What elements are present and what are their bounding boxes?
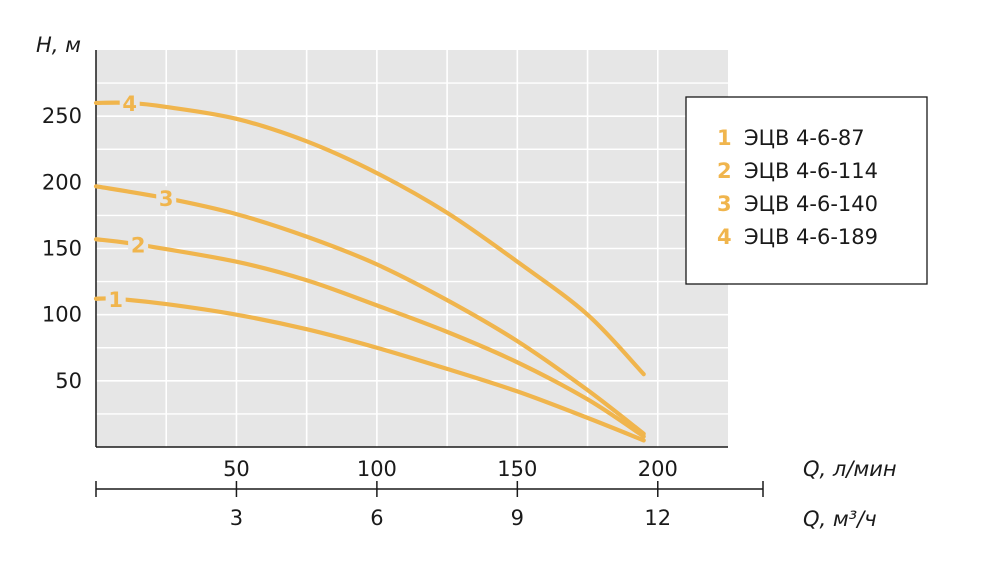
- y-tick-label: 200: [42, 170, 82, 194]
- x2-axis-title: Q, м³/ч: [803, 507, 877, 531]
- x2-tick-label: 6: [370, 506, 383, 530]
- series-label-bg: [119, 90, 140, 115]
- curves: 1 23 4: [93, 90, 646, 443]
- y-tick-label: 250: [42, 104, 82, 128]
- legend: 1 ЭЦВ 4-6-87 2 ЭЦВ 4-6-114 3 ЭЦВ 4-6-140 4 ЭЦВ …: [685, 96, 928, 285]
- series-line-4: [93, 100, 646, 377]
- x2-tick-label: 3: [230, 506, 243, 530]
- series-label-2: 2: [131, 234, 146, 258]
- x-tick-label: 150: [497, 457, 537, 481]
- series-label-4: 4: [122, 92, 137, 116]
- legend-number: 4: [717, 225, 732, 249]
- series-line-1: [93, 296, 646, 443]
- y-tick-label: 50: [55, 369, 82, 393]
- grid: [96, 50, 728, 447]
- series-label-bg: [105, 286, 126, 311]
- series-label-1: 1: [108, 288, 123, 312]
- y-tick-label: 150: [42, 237, 82, 261]
- series-label-3: 3: [159, 187, 174, 211]
- series-line-3: [93, 184, 646, 436]
- legend-number: 2: [717, 159, 732, 183]
- series-line-2: [93, 237, 646, 439]
- x-axis-title: Q, л/мин: [803, 457, 897, 481]
- legend-entry: ЭЦВ 4-6-114: [744, 159, 878, 183]
- x2-tick-label: 9: [511, 506, 524, 530]
- x2-tick-label: 12: [644, 506, 671, 530]
- axes: [95, 50, 764, 497]
- legend-entry: ЭЦВ 4-6-140: [744, 192, 878, 216]
- legend-number: 3: [717, 192, 732, 216]
- legend-number: 1: [717, 126, 732, 150]
- x-tick-label: 100: [357, 457, 397, 481]
- series-label-bg: [128, 232, 149, 257]
- series-label-bg: [156, 186, 177, 211]
- y-axis-title: H, м: [36, 33, 81, 57]
- y-tick-label: 100: [42, 303, 82, 327]
- legend-entry: ЭЦВ 4-6-189: [744, 225, 878, 249]
- legend-box: [685, 96, 928, 285]
- x-tick-label: 200: [638, 457, 678, 481]
- legend-entry: ЭЦВ 4-6-87: [744, 126, 865, 150]
- x-tick-label: 50: [223, 457, 250, 481]
